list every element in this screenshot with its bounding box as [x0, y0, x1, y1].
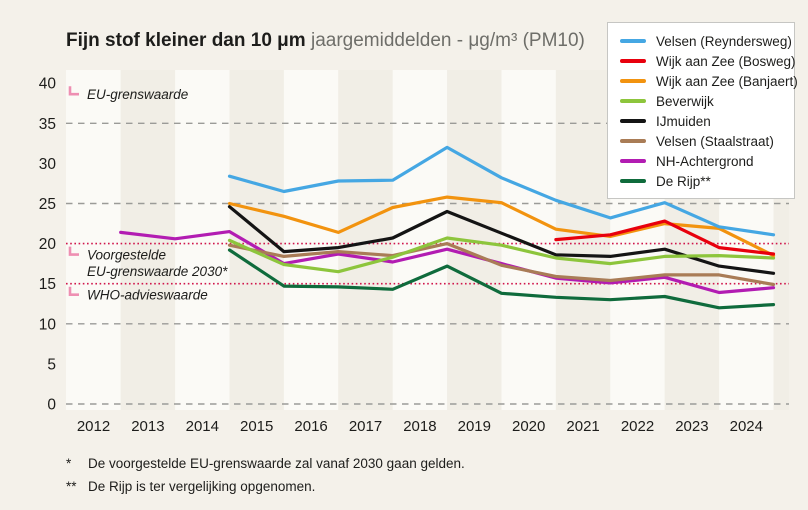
legend-item-label: IJmuiden: [656, 113, 711, 129]
legend-item-label: Velsen (Reyndersweg): [656, 33, 792, 49]
reference-corner-marker: [68, 246, 79, 256]
year-band: [175, 70, 230, 410]
footnote-2-text: De Rijp is ter vergelijking opgenomen.: [88, 479, 316, 494]
reference-corner-marker: [68, 286, 79, 296]
x-axis-year-label: 2013: [131, 418, 164, 435]
legend-item: IJmuiden: [620, 111, 784, 131]
series-line: [227, 236, 776, 274]
legend-item-label: Beverwijk: [656, 93, 714, 109]
legend-item: Beverwijk: [620, 91, 784, 111]
legend-line-swatch: [620, 159, 646, 163]
x-axis-year-label: 2015: [240, 418, 273, 435]
footnote-1-text: De voorgestelde EU-grenswaarde zal vanaf…: [88, 456, 465, 471]
legend-line-swatch: [620, 119, 646, 123]
legend-item: De Rijp**: [620, 171, 784, 191]
year-band: [120, 70, 176, 410]
x-axis-year-label: 2021: [566, 418, 599, 435]
reference-label: WHO-advieswaarde: [87, 288, 208, 303]
legend-line-swatch: [620, 99, 646, 103]
y-axis-tick-label: 5: [47, 356, 56, 373]
series-line: [554, 219, 776, 256]
legend-item: Wijk aan Zee (Bosweg): [620, 51, 796, 71]
footnote-1: * De voorgestelde EU-grenswaarde zal van…: [66, 456, 465, 471]
legend-line-swatch: [620, 39, 646, 43]
x-axis-year-label: 2012: [77, 418, 110, 435]
x-axis-year-label: 2019: [458, 418, 491, 435]
series-line: [119, 230, 776, 295]
title-main: Fijn stof kleiner dan 10 μm: [66, 30, 306, 51]
legend-line-swatch: [620, 139, 646, 143]
legend-item-label: De Rijp**: [656, 173, 711, 189]
legend-item: Velsen (Staalstraat): [620, 131, 784, 151]
legend-item-label: Wijk aan Zee (Bosweg): [656, 53, 796, 69]
reference-label: Voorgestelde: [87, 248, 166, 263]
year-band: [229, 70, 284, 410]
title-subtitle: jaargemiddelden - μg/m³ (PM10): [310, 30, 585, 51]
x-axis-year-label: 2014: [186, 418, 219, 435]
series-line: [227, 195, 776, 258]
legend-item: NH-Achtergrond: [620, 151, 784, 171]
footnote-2: ** De Rijp is ter vergelijking opgenomen…: [66, 479, 465, 494]
footnote-2-marker: **: [66, 479, 77, 494]
y-axis-tick-label: 35: [39, 116, 56, 133]
series-line: [227, 145, 776, 237]
legend-item: Wijk aan Zee (Banjaert): [620, 71, 798, 91]
y-axis-tick-label: 20: [39, 236, 57, 253]
x-axis-year-label: 2023: [675, 418, 708, 435]
y-axis-tick-label: 10: [39, 316, 57, 333]
page-title: Fijn stof kleiner dan 10 μm jaargemiddel…: [66, 30, 585, 52]
x-axis-year-label: 2016: [294, 418, 327, 435]
reference-corner-marker: [68, 86, 79, 96]
legend-item: Velsen (Reyndersweg): [620, 31, 792, 51]
reference-label: EU-grenswaarde: [87, 87, 188, 102]
y-axis-tick-label: 25: [39, 196, 56, 213]
series-line: [227, 242, 776, 287]
x-axis-year-label: 2020: [512, 418, 545, 435]
legend-item-label: NH-Achtergrond: [656, 153, 754, 169]
year-band: [66, 70, 121, 410]
y-axis-tick-label: 15: [39, 276, 56, 293]
y-axis-tick-label: 0: [47, 397, 56, 414]
x-axis-year-label: 2024: [730, 418, 763, 435]
legend-line-swatch: [620, 179, 646, 183]
y-axis-tick-label: 40: [39, 76, 57, 93]
legend: Velsen (Reyndersweg) Wijk aan Zee (Bosweg…: [607, 22, 798, 199]
footnote-1-marker: *: [66, 456, 72, 471]
year-band: [283, 70, 339, 410]
x-axis-year-label: 2018: [403, 418, 436, 435]
y-axis-tick-label: 30: [39, 156, 57, 173]
legend-item-label: Velsen (Staalstraat): [656, 133, 774, 149]
x-axis-year-label: 2017: [349, 418, 382, 435]
x-axis-year-label: 2022: [621, 418, 654, 435]
legend-line-swatch: [620, 79, 646, 83]
year-band: [501, 70, 556, 410]
footnotes: * De voorgestelde EU-grenswaarde zal van…: [66, 456, 465, 502]
reference-label: EU-grenswaarde 2030*: [87, 264, 228, 279]
legend-line-swatch: [620, 59, 646, 63]
legend-item-label: Wijk aan Zee (Banjaert): [656, 73, 798, 89]
series-line: [227, 248, 776, 310]
